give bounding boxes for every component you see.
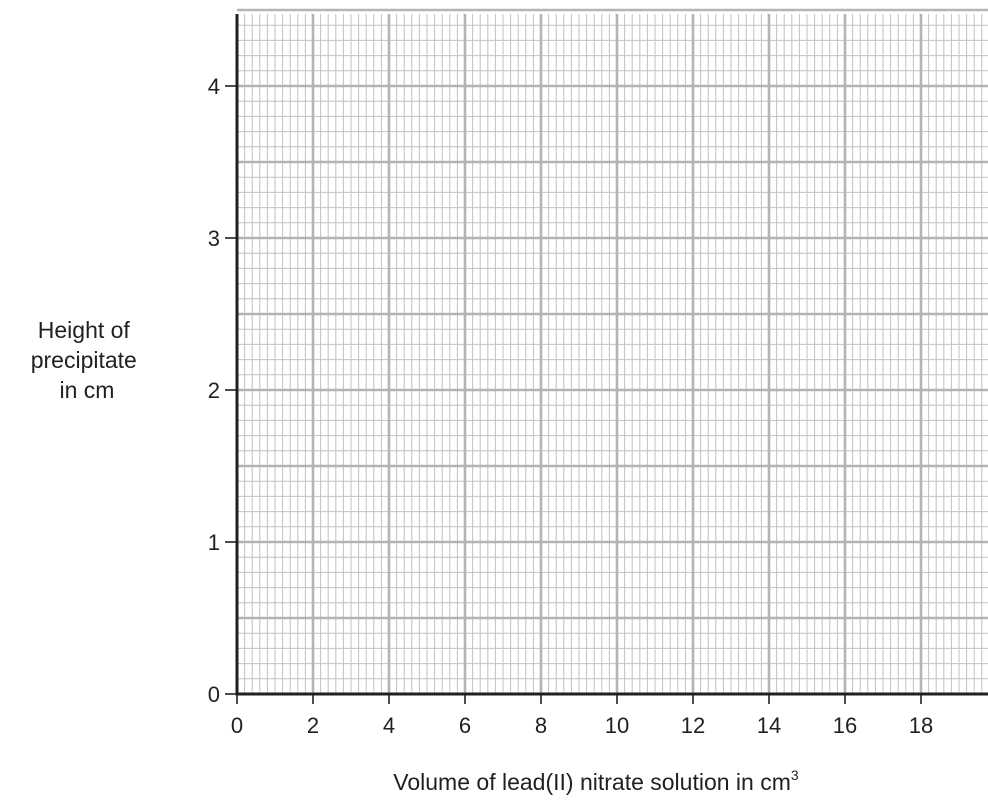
x-tick-label: 18 (909, 713, 933, 738)
x-tick-label: 0 (231, 713, 243, 738)
axes (235, 14, 988, 696)
x-tick-label: 10 (605, 713, 629, 738)
y-axis-title: Height of precipitate in cm (31, 317, 144, 403)
y-tick-label: 2 (208, 378, 220, 403)
y-tick-label: 4 (208, 74, 220, 99)
y-tick-label: 3 (208, 226, 220, 251)
x-tick-label: 4 (383, 713, 395, 738)
y-tick-label: 0 (208, 682, 220, 707)
x-tick-label: 2 (307, 713, 319, 738)
y-axis-ticks: 0 1 2 3 4 (208, 74, 237, 707)
x-tick-label: 8 (535, 713, 547, 738)
x-axis-title-superscript: 3 (791, 767, 799, 783)
x-axis-title-text: Volume of lead(II) nitrate solution in c… (393, 769, 791, 795)
x-axis-title: Volume of lead(II) nitrate solution in c… (393, 767, 799, 795)
x-tick-label: 16 (833, 713, 857, 738)
minor-gridlines (237, 14, 988, 694)
y-axis-title-line-1: Height of (38, 317, 131, 343)
x-tick-label: 6 (459, 713, 471, 738)
y-axis-title-line-2: precipitate (31, 347, 137, 373)
x-tick-label: 12 (681, 713, 705, 738)
y-axis-title-line-3: in cm (60, 377, 115, 403)
major-gridlines (237, 8, 988, 694)
x-tick-label: 14 (757, 713, 781, 738)
x-axis-ticks: 0 2 4 6 8 10 12 14 16 18 (231, 694, 933, 738)
y-tick-label: 1 (208, 530, 220, 555)
